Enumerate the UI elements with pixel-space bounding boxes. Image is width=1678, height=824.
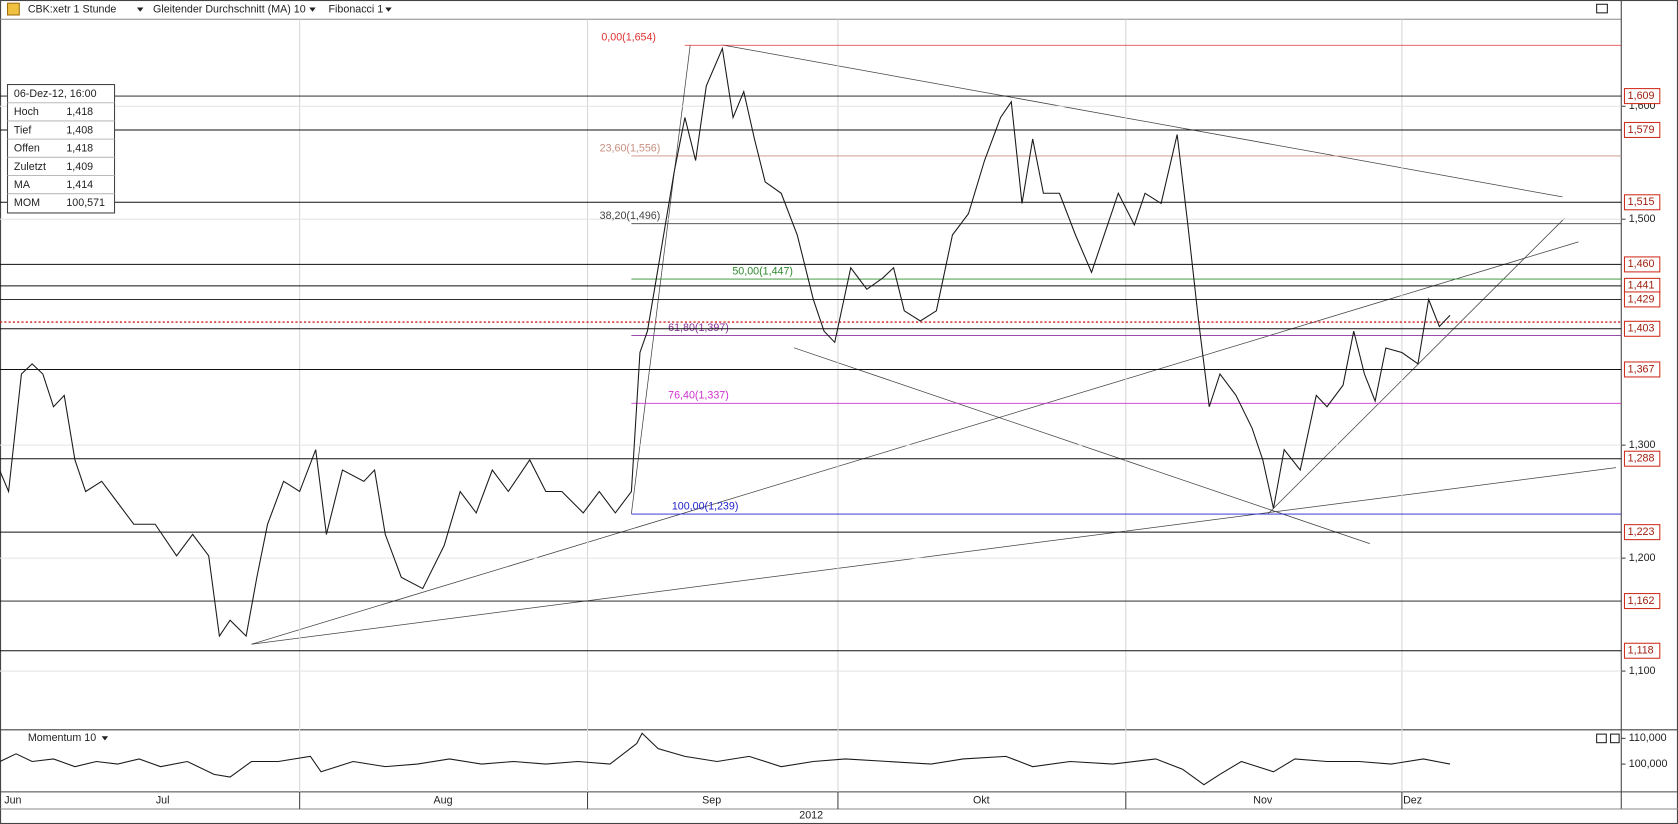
level-label: 1,288 [1628,453,1655,465]
info-box: 06-Dez-12, 16:00 Hoch 1,418 Tief 1,408 Offen 1… [6,84,116,214]
level-tag [1623,194,1661,211]
maximize-button[interactable] [1596,733,1607,744]
info-value: 1,418 [66,106,93,118]
level-label: 1,515 [1628,196,1655,208]
info-key: Hoch [14,106,39,118]
fibonacci-label: 38,20(1,496) [600,210,661,222]
level-label: 1,460 [1628,258,1655,270]
level-tag [1623,642,1661,659]
info-key: Offen [14,143,40,155]
fibonacci-label: 76,40(1,337) [668,390,729,402]
level-label: 1,429 [1628,293,1655,305]
trend-line [793,347,1370,544]
info-box-frame [6,84,116,214]
info-key: MOM [14,197,40,209]
x-tick-label: Nov [1253,794,1273,806]
info-key: Tief [14,124,31,136]
y-tick-label: 1,200 [1629,552,1656,564]
fibonacci-label: 23,60(1,556) [600,142,661,154]
info-value: 1,408 [66,124,93,136]
fibonacci-label: 100,00(1,239) [672,500,739,512]
level-tag [1623,88,1661,105]
y-tick-label: 1,100 [1629,665,1656,677]
fibonacci-label: 50,00(1,447) [732,265,793,277]
level-tag [1623,291,1661,308]
level-label: 1,118 [1628,645,1654,657]
price-line [0,732,1451,786]
y-tick-label: 110,000 [1629,732,1667,744]
trend-line [251,241,1579,645]
x-tick-label: Aug [434,794,453,806]
level-label: 1,162 [1628,595,1655,607]
x-tick-label: Dez [1403,794,1422,806]
level-tag [1623,524,1661,541]
trend-line [722,44,1563,198]
level-label: 1,609 [1628,90,1655,102]
level-label: 1,441 [1628,280,1655,292]
trend-lines [251,44,1616,645]
level-label: 1,223 [1628,526,1655,538]
symbol-icon[interactable] [6,2,20,16]
level-tag [1623,320,1661,337]
pane-title: Momentum 10 [28,732,96,744]
x-tick-label: Sep [702,794,721,806]
info-key: MA [14,179,31,191]
level-tag [1623,121,1661,138]
x-tick-label: Jul [156,794,170,806]
indicator-menu[interactable]: Gleitender Durchschnitt (MA) 10 [153,3,306,15]
fibonacci-label: 0,00(1,654) [601,32,656,44]
trend-line [251,467,1616,645]
level-label: 1,579 [1628,124,1655,136]
info-value: 1,414 [66,179,93,191]
x-tick-label: Jun [4,794,21,806]
level-label: 1,367 [1628,363,1655,375]
drawing-menu[interactable]: Fibonacci 1 [329,3,384,15]
y-tick-label: 100,000 [1629,758,1668,770]
level-tag [1623,361,1661,378]
year-label: 2012 [799,809,823,821]
y-tick-label: 1,500 [1629,213,1656,225]
level-tag [1623,450,1661,467]
y-tick-label: 1,300 [1629,439,1656,451]
info-value: 100,571 [66,197,105,209]
close-button[interactable] [1610,733,1620,744]
info-value: 1,418 [66,143,93,155]
info-date: 06-Dez-12, 16:00 [14,88,97,100]
maximize-button[interactable] [1596,3,1608,14]
symbol-menu[interactable]: CBK:xetr 1 Stunde [28,3,117,15]
info-value: 1,409 [66,161,93,173]
price-line [0,46,1451,638]
fibonacci-label: 61,80(1,397) [668,322,729,334]
level-label: 1,403 [1628,323,1655,335]
x-tick-label: Okt [973,794,990,806]
level-tag [1623,256,1661,273]
level-tag [1623,593,1661,610]
trend-line [1267,218,1565,514]
info-key: Zuletzt [14,161,46,173]
